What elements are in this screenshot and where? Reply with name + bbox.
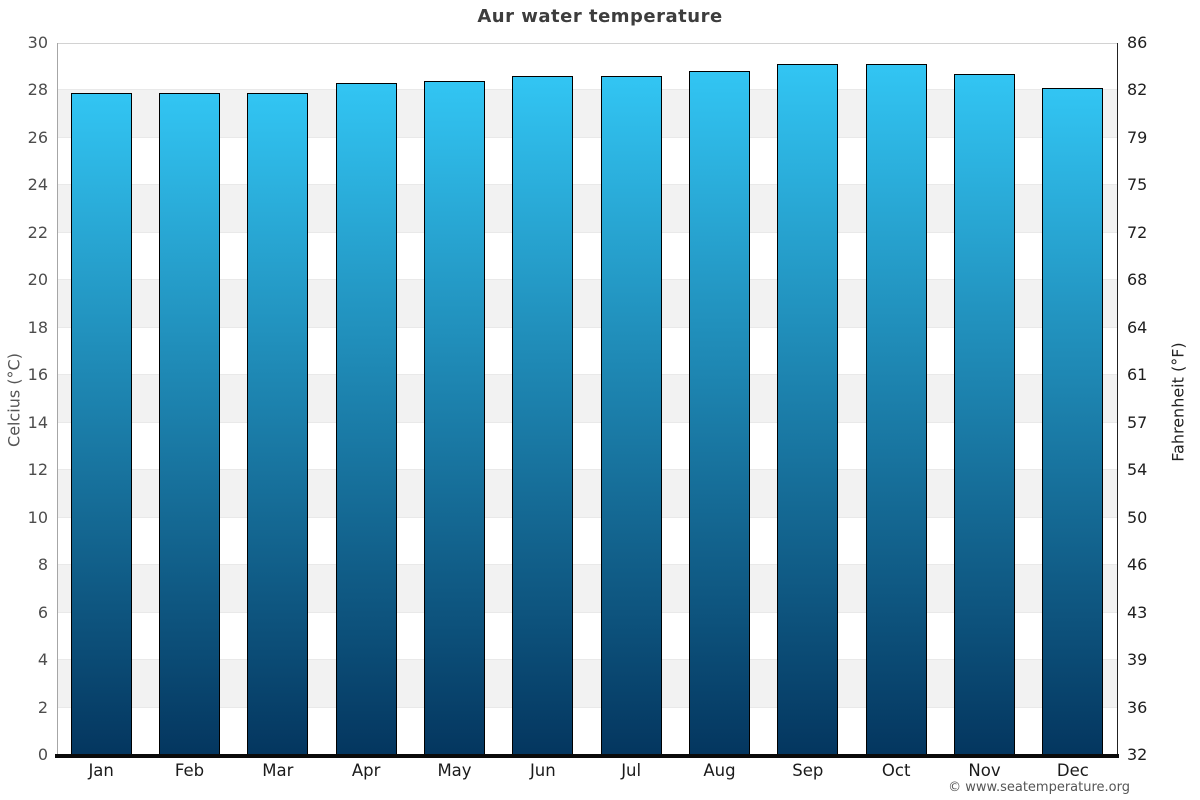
temperature-bar-jun bbox=[512, 76, 574, 755]
grid-band bbox=[57, 660, 1117, 708]
fahrenheit-tick: 61 bbox=[1127, 365, 1148, 385]
temperature-bar-apr bbox=[335, 83, 397, 755]
grid-band bbox=[57, 232, 1117, 281]
grid-band bbox=[57, 422, 1117, 471]
month-label-oct: Oct bbox=[881, 761, 911, 780]
grid-band bbox=[57, 280, 1117, 328]
grid-band bbox=[57, 517, 1117, 566]
month-label-dec: Dec bbox=[1056, 761, 1089, 780]
month-label-apr: Apr bbox=[351, 761, 381, 780]
temperature-bar-feb bbox=[159, 92, 220, 755]
temperature-bar-jul bbox=[600, 76, 662, 755]
temperature-bar-nov bbox=[954, 73, 1015, 755]
celsius-tick: 4 bbox=[37, 650, 48, 670]
month-label-jul: Jul bbox=[621, 761, 642, 780]
month-label-may: May bbox=[437, 761, 472, 780]
temperature-bar-mar bbox=[247, 92, 309, 755]
celsius-tick: 10 bbox=[27, 507, 48, 527]
fahrenheit-tick: 54 bbox=[1127, 460, 1148, 480]
fahrenheit-tick: 64 bbox=[1127, 317, 1148, 337]
celsius-tick: 26 bbox=[27, 127, 48, 147]
temperature-bar-oct bbox=[865, 64, 927, 755]
fahrenheit-tick: 68 bbox=[1127, 270, 1148, 290]
celsius-tick: 8 bbox=[37, 555, 48, 575]
celsius-tick: 6 bbox=[37, 602, 48, 622]
grid-band bbox=[57, 375, 1117, 423]
fahrenheit-tick: 86 bbox=[1127, 33, 1148, 52]
fahrenheit-tick: 39 bbox=[1127, 650, 1148, 670]
right-axis-line bbox=[1117, 43, 1118, 757]
celsius-tick: 22 bbox=[27, 222, 48, 242]
fahrenheit-tick: 36 bbox=[1127, 697, 1148, 717]
fahrenheit-tick: 57 bbox=[1127, 412, 1148, 432]
celsius-tick: 20 bbox=[27, 270, 48, 290]
month-label-aug: Aug bbox=[703, 761, 736, 780]
celsius-tick: 30 bbox=[27, 33, 48, 52]
celsius-tick: 12 bbox=[27, 460, 48, 480]
fahrenheit-tick: 46 bbox=[1127, 555, 1148, 575]
month-label-jun: Jun bbox=[529, 761, 556, 780]
month-label-nov: Nov bbox=[968, 761, 1001, 780]
fahrenheit-tick: 72 bbox=[1127, 222, 1148, 242]
grid-band bbox=[57, 185, 1117, 233]
month-label-jan: Jan bbox=[88, 761, 114, 780]
month-label-feb: Feb bbox=[174, 761, 205, 780]
fahrenheit-tick: 82 bbox=[1127, 80, 1148, 100]
grid-band bbox=[57, 137, 1117, 186]
fahrenheit-tick: 32 bbox=[1127, 745, 1148, 764]
celsius-tick: 28 bbox=[27, 80, 48, 100]
fahrenheit-axis-label: Fahrenheit (°F) bbox=[1168, 342, 1188, 462]
celsius-tick: 14 bbox=[27, 412, 48, 432]
grid-band bbox=[57, 612, 1117, 661]
bottom-axis-line bbox=[55, 754, 1119, 758]
plot-area bbox=[57, 43, 1117, 755]
grid-band bbox=[57, 43, 1117, 91]
fahrenheit-tick: 79 bbox=[1127, 127, 1148, 147]
grid-band bbox=[57, 565, 1117, 613]
top-gridline bbox=[57, 43, 1117, 44]
celsius-tick: 24 bbox=[27, 175, 48, 195]
temperature-bar-sep bbox=[777, 64, 839, 755]
celsius-axis-label: Celcius (°C) bbox=[4, 353, 24, 447]
copyright-footer: © www.seatemperature.org bbox=[948, 780, 1130, 795]
grid-band bbox=[57, 470, 1117, 518]
month-label-sep: Sep bbox=[792, 761, 824, 780]
temperature-bar-dec bbox=[1042, 88, 1104, 755]
month-label-mar: Mar bbox=[262, 761, 294, 780]
fahrenheit-tick: 75 bbox=[1127, 175, 1148, 195]
left-axis-line bbox=[57, 43, 58, 757]
temperature-bar-may bbox=[424, 80, 485, 755]
celsius-tick: 16 bbox=[27, 365, 48, 385]
celsius-tick: 18 bbox=[27, 317, 48, 337]
temperature-bar-aug bbox=[689, 71, 750, 755]
fahrenheit-tick: 43 bbox=[1127, 602, 1148, 622]
celsius-tick: 2 bbox=[37, 697, 48, 717]
celsius-tick: 0 bbox=[37, 745, 48, 764]
grid-band bbox=[57, 90, 1117, 138]
chart-title: Aur water temperature bbox=[477, 6, 723, 27]
temperature-bar-jan bbox=[70, 92, 132, 755]
grid-band bbox=[57, 707, 1117, 755]
fahrenheit-tick: 50 bbox=[1127, 507, 1148, 527]
grid-band bbox=[57, 327, 1117, 376]
